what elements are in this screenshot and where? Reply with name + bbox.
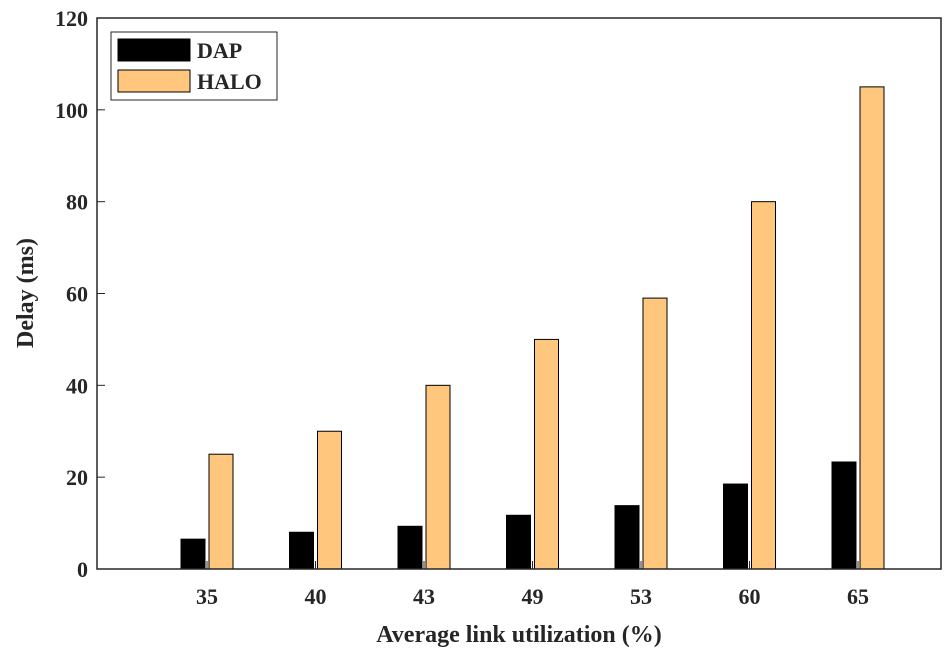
x-tick-label: 65: [847, 584, 869, 609]
bar-dap-49: [506, 514, 531, 570]
bar-halo-40: [317, 430, 342, 570]
bar-halo-53: [642, 297, 668, 570]
y-tick-label: 100: [55, 98, 88, 123]
x-tick-label: 40: [305, 584, 327, 609]
y-tick-label: 20: [66, 465, 88, 490]
x-axis-label: Average link utilization (%): [376, 622, 662, 648]
bar-dap-60: [723, 483, 748, 570]
y-tick-label: 120: [55, 6, 88, 31]
bar-dap-43: [397, 525, 423, 570]
legend-label-dap: DAP: [197, 38, 242, 63]
y-axis-label: Delay (ms): [13, 238, 39, 348]
legend-swatch-dap: [117, 38, 191, 62]
legend-label-halo: HALO: [197, 69, 262, 94]
x-tick-label: 35: [196, 584, 218, 609]
x-tick-label: 53: [630, 584, 652, 609]
legend: DAP HALO: [110, 31, 278, 101]
bar-halo-60: [751, 201, 776, 570]
y-tick-label: 60: [66, 282, 88, 307]
bar-dap-53: [614, 505, 640, 570]
x-tick-label: 60: [739, 584, 761, 609]
x-tick-label: 43: [413, 584, 435, 609]
y-tick-label: 40: [66, 373, 88, 398]
y-tick-label: 0: [77, 557, 88, 582]
bar-dap-40: [289, 531, 314, 570]
legend-swatch-halo: [117, 69, 191, 93]
bar-halo-43: [425, 384, 451, 570]
bar-halo-65: [859, 86, 885, 570]
bar-dap-65: [831, 461, 857, 570]
y-tick-label: 80: [66, 190, 88, 215]
bar-halo-35: [208, 453, 234, 570]
bar-dap-35: [180, 538, 206, 570]
x-tick-label: 49: [522, 584, 544, 609]
bar-halo-49: [534, 338, 559, 570]
